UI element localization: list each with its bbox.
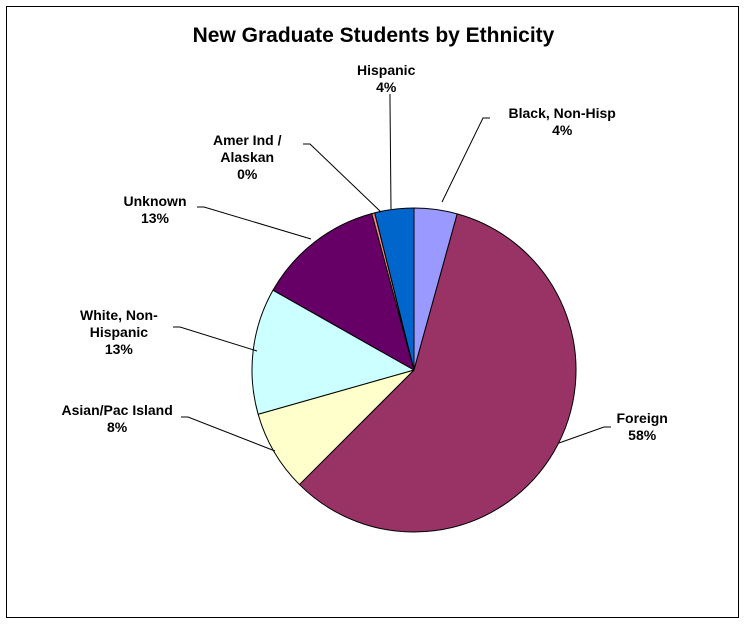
slice-label-text: Alaskan	[220, 148, 275, 165]
slice-label-5: Unknown 13%	[124, 193, 187, 227]
slice-label-text: Black, Non-Hisp	[508, 105, 616, 121]
slice-label-3: Asian/Pac Island 8%	[62, 402, 173, 436]
slice-label-text: Hispanic	[357, 62, 416, 78]
slice-label-text: Asian/Pac Island	[61, 402, 173, 418]
slice-label-text: Hispanic	[89, 323, 149, 340]
slice-label-2: Foreign 58%	[617, 410, 668, 444]
pie-slice-5	[272, 213, 415, 371]
slice-label-text: Unknown	[123, 193, 187, 209]
slice-percent: 13%	[104, 340, 133, 357]
leader-line-6	[303, 143, 382, 213]
leader-line-2	[558, 426, 611, 444]
pie-slice-2	[298, 213, 577, 533]
slice-label-4: White, Non- Hispanic 13%	[80, 307, 158, 358]
slice-percent: 0%	[237, 165, 258, 182]
leader-line-5	[197, 206, 312, 240]
pie-chart	[173, 94, 611, 533]
slice-percent: 58%	[628, 427, 657, 443]
leader-line-3	[181, 416, 276, 452]
pie-slice-4	[251, 289, 415, 415]
slice-percent: 8%	[107, 419, 128, 435]
chart-frame: New Graduate Students by Ethnicity Black…	[6, 6, 739, 618]
slice-label-text: Foreign	[616, 410, 668, 426]
chart-title: New Graduate Students by Ethnicity	[192, 24, 555, 47]
leader-line-1	[441, 117, 490, 203]
slice-label-6: Amer Ind / Alaskan 0%	[213, 132, 281, 183]
leader-line-7	[389, 94, 392, 210]
leader-line-4	[173, 326, 258, 352]
slice-label-text: White, Non-	[80, 306, 158, 323]
slice-percent: 4%	[552, 122, 573, 138]
slice-label-7: Hispanic 4%	[357, 62, 415, 96]
slice-label-1: Black, Non-Hisp 4%	[509, 105, 616, 139]
slice-label-text: Amer Ind /	[213, 131, 282, 148]
slice-percent: 4%	[376, 79, 397, 95]
pie-slice-7	[374, 207, 415, 371]
slice-percent: 13%	[140, 210, 170, 226]
